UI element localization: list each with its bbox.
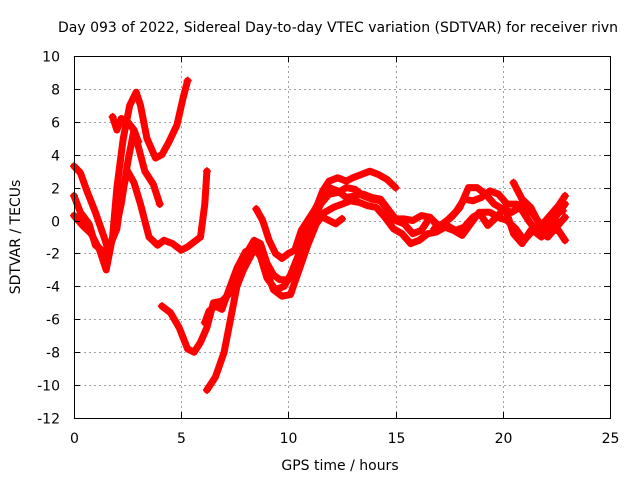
series-endpoint-marker: [157, 302, 166, 311]
chart-title: Day 093 of 2022, Sidereal Day-to-day VTE…: [58, 20, 618, 36]
series-endpoint-marker: [558, 206, 567, 215]
series-arc-10: [510, 179, 569, 241]
series-arc-4: [109, 113, 142, 146]
series-endpoint-marker: [430, 224, 439, 233]
y-tick-label: -10: [37, 379, 60, 395]
x-tick-label: 25: [602, 431, 620, 447]
series-endpoint-marker: [252, 205, 261, 214]
y-tick-label: -2: [46, 247, 60, 263]
series-arc-8: [252, 184, 569, 262]
series-arc-3: [70, 167, 211, 257]
y-tick-label: -8: [46, 346, 60, 362]
data-series: [70, 76, 569, 395]
series-endpoint-marker: [202, 167, 211, 176]
x-tick-label: 0: [70, 431, 79, 447]
y-tick-label: 2: [51, 182, 60, 198]
y-tick-label: 4: [51, 149, 60, 165]
series-endpoint-marker: [202, 386, 211, 395]
series-endpoint-marker: [338, 214, 346, 223]
series-arc-7: [203, 197, 569, 394]
series-endpoint-marker: [560, 213, 569, 222]
series-endpoint-marker: [560, 236, 569, 245]
x-tick-label: 15: [388, 431, 406, 447]
grid-lines: [74, 56, 610, 418]
y-axis-label: SDTVAR / TECUs: [8, 180, 24, 295]
series-endpoint-marker: [509, 178, 518, 187]
series-endpoint-marker: [108, 112, 117, 121]
y-tick-label: 8: [51, 83, 60, 99]
x-tick-label: 20: [495, 431, 513, 447]
y-tick-label: -12: [37, 412, 60, 428]
series-endpoint-marker: [134, 137, 143, 146]
plot-frame: [74, 56, 611, 419]
y-tick-label: -6: [46, 313, 60, 329]
y-tick-label: 0: [51, 215, 60, 231]
x-tick-label: 10: [280, 431, 298, 447]
axis-ticks: 0 5 10 15 20 25 -12 -10 -8 -6 -4 -2 0 2 4 6 8 10: [37, 50, 619, 448]
series-endpoint-marker: [318, 213, 327, 222]
series-arc-11: [319, 213, 346, 228]
x-tick-label: 5: [177, 431, 186, 447]
series-endpoint-marker: [560, 191, 569, 200]
y-tick-label: -4: [46, 280, 60, 296]
y-tick-label: 10: [42, 50, 60, 66]
series-endpoint-marker: [183, 76, 192, 85]
series-endpoint-marker: [391, 183, 400, 192]
x-axis-label: GPS time / hours: [281, 458, 398, 474]
series-endpoint-marker: [200, 318, 209, 327]
series-endpoint-marker: [155, 200, 164, 209]
series-arc-5: [158, 167, 400, 356]
y-tick-label: 6: [51, 116, 60, 132]
